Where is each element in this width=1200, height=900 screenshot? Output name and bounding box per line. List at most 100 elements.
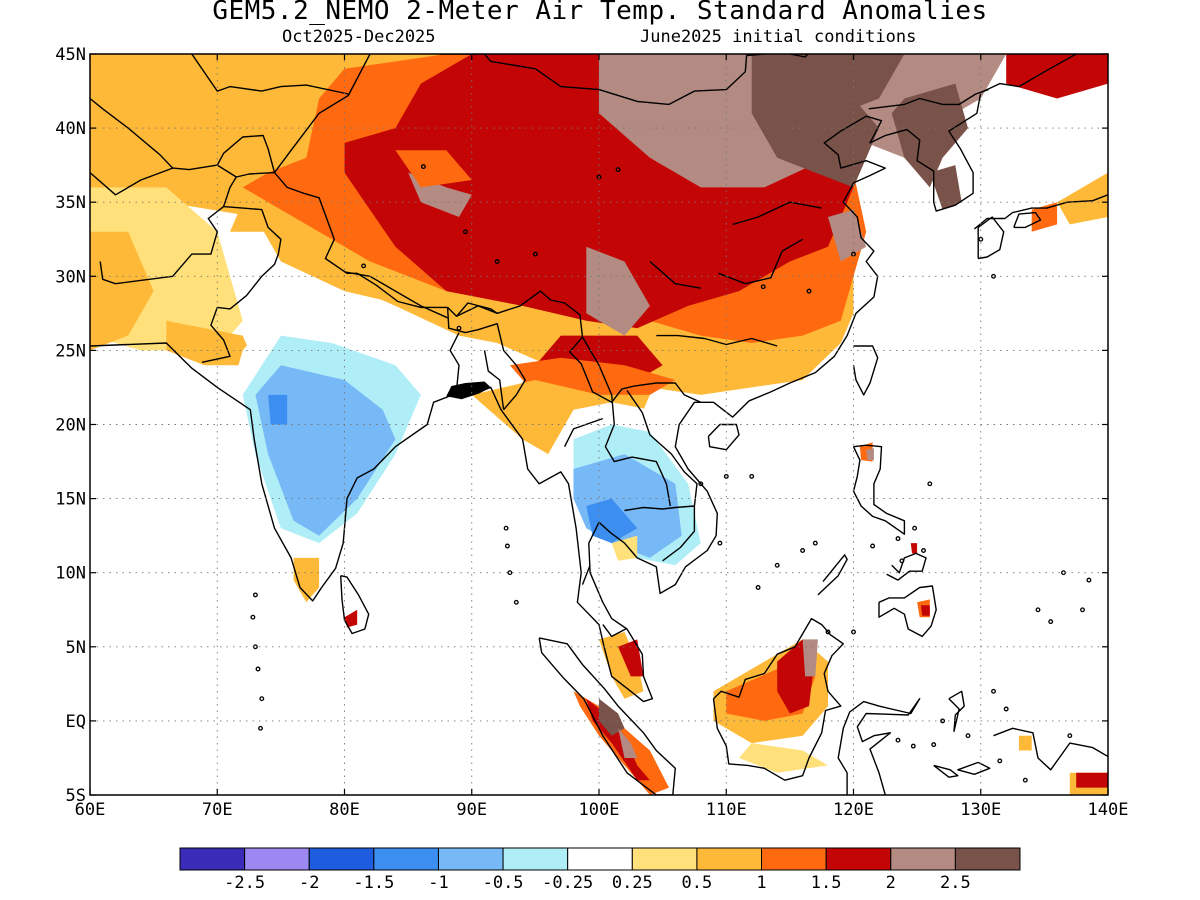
coastline-segment <box>90 54 1077 703</box>
anomaly-region <box>611 535 638 561</box>
anomaly-region <box>751 54 879 188</box>
island-outline <box>507 570 513 576</box>
anomaly-region <box>910 543 918 554</box>
lat-tick-label: 10N <box>55 564 86 584</box>
coastline-segment <box>538 637 676 795</box>
lon-tick-label: 90E <box>456 800 487 820</box>
lon-tick-label: 140E <box>1088 800 1129 820</box>
island-outline <box>912 525 918 531</box>
colorbar-label: 2 <box>886 873 896 893</box>
anomaly-field <box>90 54 1108 795</box>
lat-tick-label: 25N <box>55 341 86 361</box>
colorbar-label: 0.25 <box>612 873 653 893</box>
colorbar-label: 1 <box>756 873 766 893</box>
anomaly-region <box>866 448 874 461</box>
coastline-segment <box>1013 211 1042 229</box>
anomaly-region <box>293 557 320 603</box>
coastline-segment <box>273 54 371 174</box>
island-outline <box>456 325 462 331</box>
coastline-segment <box>99 176 237 285</box>
island-outline <box>806 288 812 294</box>
anomaly-region <box>1031 202 1058 232</box>
island-outline <box>760 284 766 290</box>
anomaly-region <box>586 246 650 336</box>
lat-tick-label: 45N <box>55 45 86 65</box>
initial-conditions: June2025 initial conditions <box>640 27 917 47</box>
axes: 60E 70E 80E 90E 100E 110E 120E 130E 140E 45N 40N 35… <box>55 45 1128 820</box>
colorbar-label: -1.5 <box>353 873 394 893</box>
anomaly-region <box>395 150 472 188</box>
anomaly-region <box>599 698 625 736</box>
colorbar-swatch <box>567 847 633 871</box>
coastline-segment <box>216 134 276 173</box>
colorbar-swatch <box>954 847 1021 871</box>
island-outline <box>503 525 509 531</box>
ganges-delta <box>446 381 491 400</box>
coastline-segment <box>948 690 965 732</box>
island-outline <box>927 481 933 487</box>
coastline-segment <box>340 575 370 635</box>
colorbar-label: -1 <box>428 873 448 893</box>
anomaly-region <box>1057 172 1108 225</box>
island-outline <box>1080 607 1085 613</box>
colorbar-swatch <box>244 847 310 871</box>
island-outline <box>940 718 946 724</box>
lat-tick-label: 20N <box>55 416 86 436</box>
coastline-segment <box>789 54 809 58</box>
anomaly-region <box>90 54 269 232</box>
coastline-segment <box>707 423 740 451</box>
coastline-segment <box>878 585 937 638</box>
colorbar-swatch <box>825 847 892 871</box>
anomaly-region <box>891 83 968 188</box>
island-outline <box>895 737 901 743</box>
island-outline <box>895 536 901 542</box>
coastline-segment <box>656 334 778 347</box>
island-outline <box>615 167 621 173</box>
island-outline <box>774 562 780 568</box>
island-outline <box>462 229 468 235</box>
colorbar-label: -0.5 <box>483 873 524 893</box>
colorbar-label: -0.25 <box>542 873 593 893</box>
island-outline <box>931 742 937 748</box>
anomaly-region <box>599 632 644 699</box>
lon-tick-label: 120E <box>833 800 874 820</box>
coastline-segment <box>957 761 991 775</box>
coastline-segment <box>649 260 701 289</box>
island-outline <box>978 236 984 242</box>
island-outline <box>870 543 876 549</box>
lat-tick-label: 5S <box>66 786 86 806</box>
coastline-segment <box>732 201 822 226</box>
colorbar-label: 2.5 <box>940 873 971 893</box>
colorbar-swatch <box>761 847 827 871</box>
lon-tick-label: 110E <box>706 800 747 820</box>
lon-tick-label: 130E <box>960 800 1001 820</box>
coastline-segment <box>90 97 174 169</box>
anomaly-region <box>1018 735 1032 751</box>
lat-tick-label: 35N <box>55 193 86 213</box>
anomaly-region <box>90 231 154 351</box>
coastline-segment <box>201 205 282 363</box>
coastline-segment <box>581 565 591 585</box>
island-outline <box>698 481 704 487</box>
colorbar-swatch <box>437 847 504 871</box>
coastline-segment <box>602 624 627 638</box>
island-outline <box>250 614 256 620</box>
coastline-segment <box>852 444 906 535</box>
island-outline <box>717 540 723 546</box>
coastline-segment <box>886 552 927 581</box>
colorbar-swatch <box>631 847 698 871</box>
island-outline <box>513 599 519 605</box>
coastline-segment <box>977 216 1005 260</box>
coastline-segment <box>837 698 921 795</box>
lat-tick-label: 5N <box>66 638 86 658</box>
island-outline <box>259 696 265 702</box>
island-outline <box>1048 619 1054 625</box>
island-outline <box>255 666 261 672</box>
colorbar-swatch <box>179 847 246 871</box>
colorbar-label: -2.5 <box>224 873 265 893</box>
colorbar-label: 0.5 <box>682 873 713 893</box>
island-outline <box>1061 570 1066 576</box>
island-outline <box>494 259 500 264</box>
coastline-segment <box>344 271 448 319</box>
